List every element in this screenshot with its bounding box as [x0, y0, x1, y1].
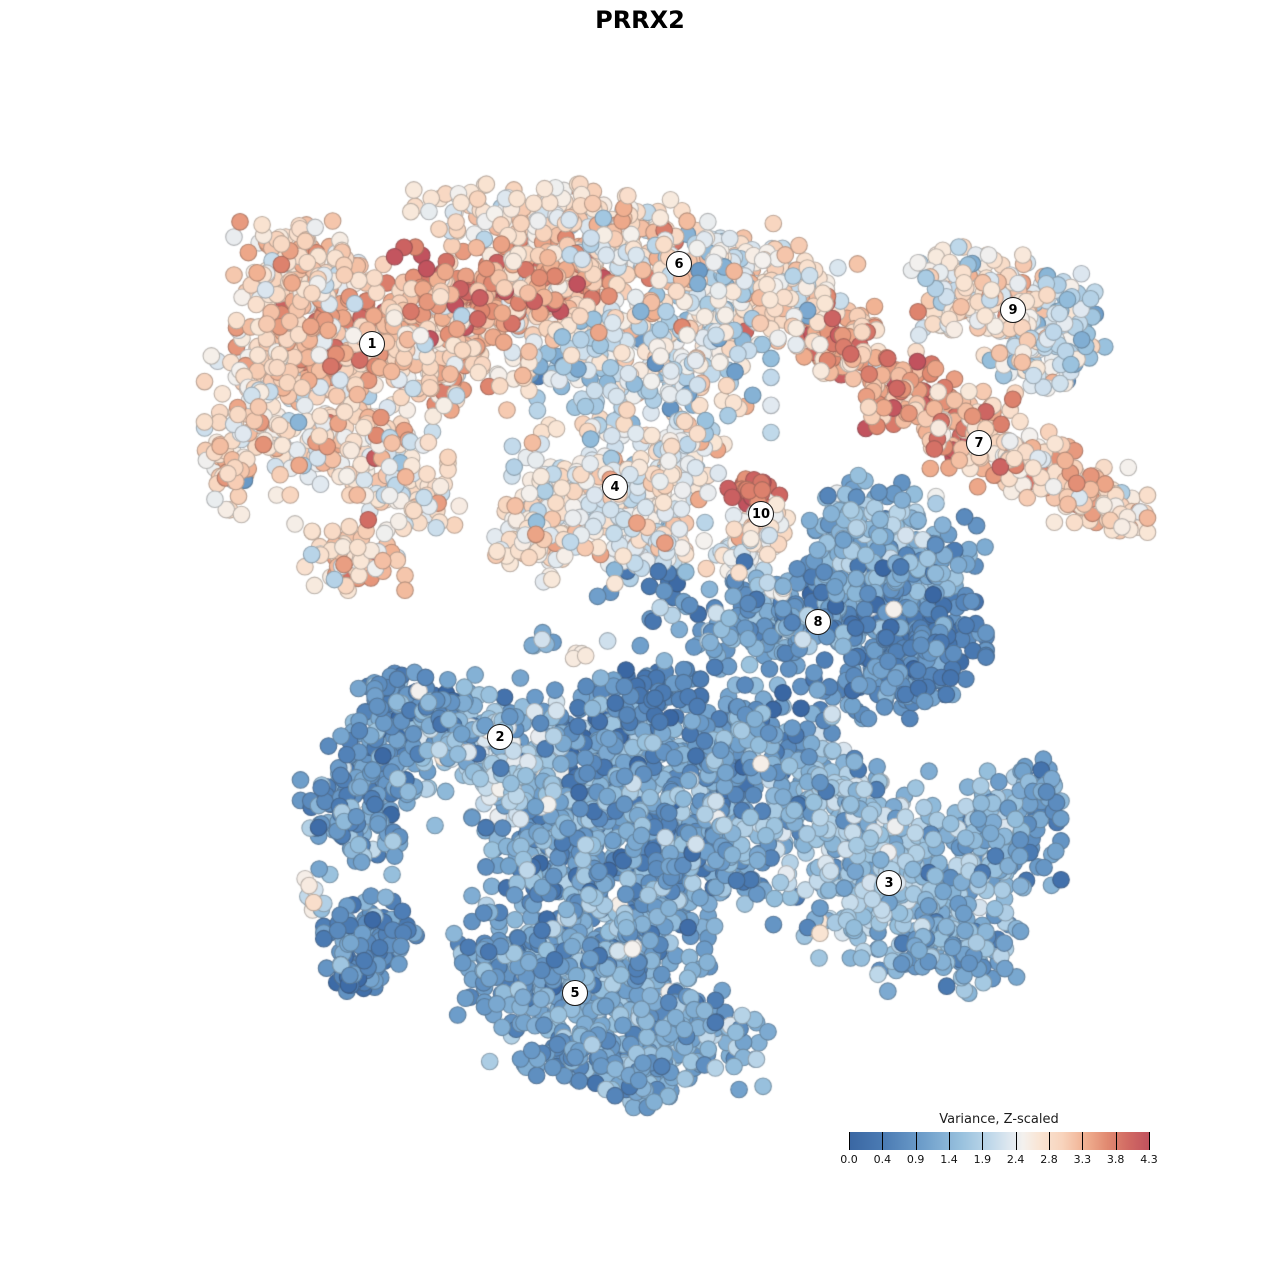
legend-tick-label: 0.0: [840, 1153, 858, 1166]
colorbar-title: Variance, Z-scaled: [939, 1112, 1059, 1127]
legend-tick-mark: [1149, 1132, 1150, 1150]
legend-tick-label: 4.3: [1140, 1153, 1158, 1166]
colorbar-legend: Variance, Z-scaled 0.0 0.4 0.9 1.4 1.9 2.4 2.8…: [840, 1112, 1158, 1167]
colorbar-gradient: [849, 1132, 1150, 1150]
legend-tick-label: 3.3: [1073, 1153, 1092, 1166]
cluster-label-5: 5: [562, 980, 588, 1006]
cluster-label-8: 8: [805, 609, 831, 635]
cluster-label-10: 10: [748, 501, 774, 527]
legend-tick-label: 2.8: [1040, 1153, 1058, 1166]
cluster-label-7: 7: [966, 430, 992, 456]
legend-tick-mark: [949, 1132, 950, 1150]
legend-tick-mark: [982, 1132, 984, 1150]
legend-tick-mark: [1115, 1132, 1117, 1150]
legend-tick-label: 0.9: [906, 1153, 925, 1166]
legend-tick-label: 0.4: [873, 1153, 892, 1166]
legend-tick-label: 1.4: [940, 1153, 958, 1166]
colorbar-tick-labels: 0.0 0.4 0.9 1.4 1.9 2.4 2.8 3.3 3.8 4.3: [840, 1153, 1158, 1167]
legend-tick-label: 2.4: [1006, 1153, 1025, 1166]
cluster-label-6: 6: [666, 251, 692, 277]
legend-tick-label: 1.9: [973, 1153, 992, 1166]
cluster-label-1: 1: [359, 331, 385, 357]
legend-tick-mark: [849, 1132, 850, 1150]
legend-tick-mark: [915, 1132, 917, 1150]
cluster-label-3: 3: [876, 870, 902, 896]
cluster-label-2: 2: [487, 724, 513, 750]
legend-tick-mark: [1049, 1132, 1050, 1150]
legend-tick-mark: [1015, 1132, 1017, 1150]
cluster-label-4: 4: [602, 474, 628, 500]
legend-tick-label: 3.8: [1106, 1153, 1125, 1166]
cluster-label-9: 9: [1000, 297, 1026, 323]
legend-tick-mark: [1082, 1132, 1084, 1150]
legend-tick-mark: [882, 1132, 884, 1150]
